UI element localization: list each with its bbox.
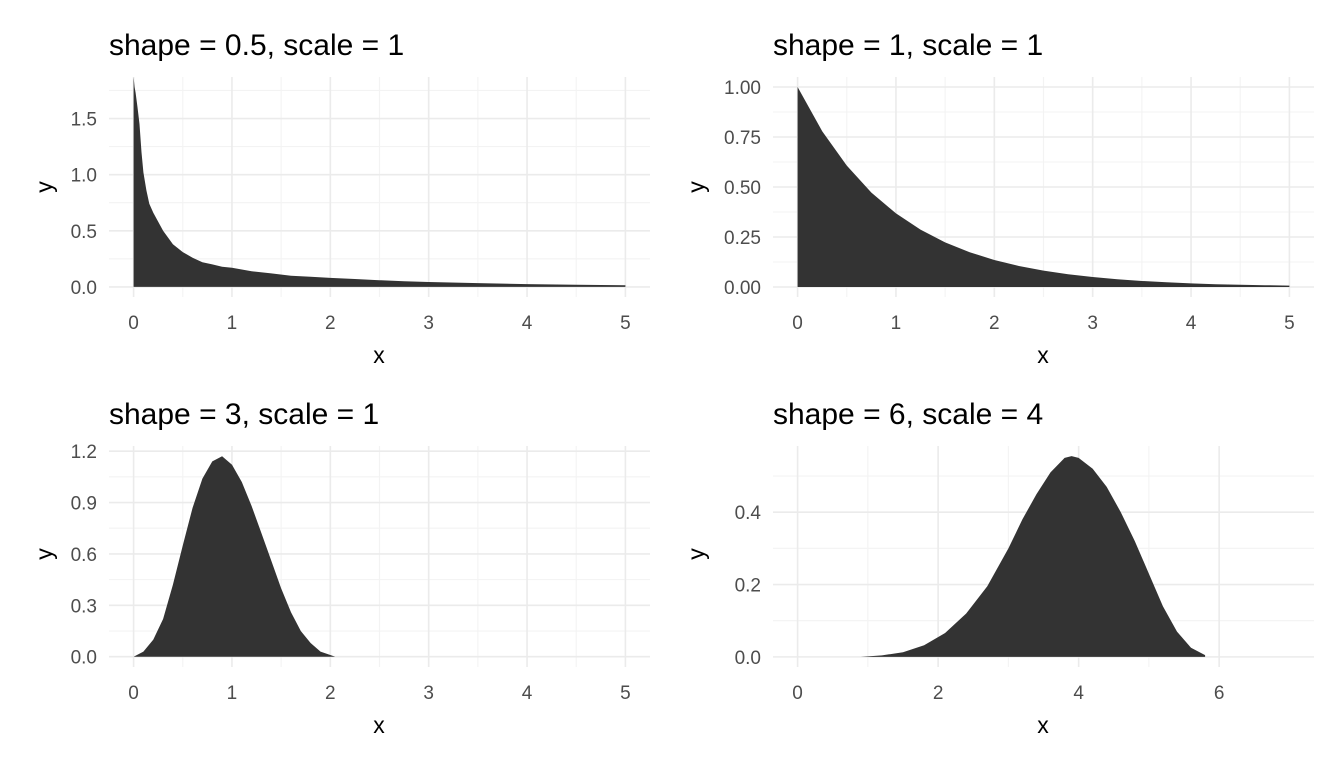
facet-panel: shape = 0.5, scale = 1 0 1 2 3 4 5 0.0 0.5 1.0 1.… (31, 29, 650, 368)
y-tick-label: 1.5 (71, 110, 97, 131)
y-tick-label: 0.9 (71, 494, 97, 515)
panel-grid (109, 77, 650, 297)
x-tick-label: 0 (128, 313, 139, 334)
y-tick-label: 0.2 (735, 576, 761, 597)
y-tick-label: 0.5 (71, 222, 97, 243)
y-tick-label: 0.0 (735, 648, 761, 669)
x-tick-label: 2 (933, 683, 944, 704)
x-tick-label: 3 (1087, 313, 1098, 334)
x-tick-label: 2 (325, 313, 336, 334)
y-tick-label: 0.00 (724, 278, 761, 299)
density-area (860, 456, 1206, 657)
panel-ticks: 0 1 2 3 4 5 0.00 0.25 0.50 0.75 1.00 (724, 78, 1295, 334)
x-tick-label: 4 (522, 683, 533, 704)
chart-title: shape = 3, scale = 1 (109, 398, 379, 431)
y-axis-label: y (683, 548, 709, 560)
x-tick-label: 4 (522, 313, 533, 334)
y-tick-label: 0.6 (71, 545, 97, 566)
y-axis-label: y (31, 548, 57, 560)
chart-title: shape = 6, scale = 4 (773, 398, 1043, 431)
x-tick-label: 1 (891, 313, 902, 334)
x-tick-label: 5 (620, 683, 631, 704)
x-tick-label: 0 (792, 313, 803, 334)
panel-ticks: 0 2 4 6 0.0 0.2 0.4 (735, 503, 1225, 704)
facet-panel: shape = 3, scale = 1 0 1 2 3 4 5 0.0 0.3 0.6 0.9 1… (31, 398, 650, 738)
x-tick-label: 0 (792, 683, 803, 704)
panel-marks (860, 456, 1206, 657)
y-tick-label: 0.50 (724, 178, 761, 199)
x-axis-label: x (1037, 342, 1049, 368)
x-tick-label: 3 (423, 313, 434, 334)
x-axis-label: x (373, 342, 385, 368)
panel-ticks: 0 1 2 3 4 5 0.0 0.3 0.6 0.9 1.2 (71, 442, 631, 704)
y-tick-label: 0.0 (71, 278, 97, 299)
y-tick-label: 0.25 (724, 228, 761, 249)
x-tick-label: 1 (227, 683, 238, 704)
x-tick-label: 6 (1214, 683, 1225, 704)
x-tick-label: 1 (227, 313, 238, 334)
y-tick-label: 0.0 (71, 648, 97, 669)
y-tick-label: 1.00 (724, 78, 761, 99)
y-tick-label: 0.75 (724, 128, 761, 149)
y-tick-label: 1.0 (71, 166, 97, 187)
x-tick-label: 3 (423, 683, 434, 704)
facet-panel: shape = 6, scale = 4 0 2 4 6 0.0 0.2 0.4 x y (683, 398, 1314, 738)
x-tick-label: 2 (325, 683, 336, 704)
density-area (133, 456, 336, 657)
chart-title: shape = 0.5, scale = 1 (109, 29, 404, 62)
x-tick-label: 5 (1284, 313, 1295, 334)
y-tick-label: 1.2 (71, 442, 97, 463)
density-area (133, 77, 626, 287)
density-area (797, 87, 1290, 287)
x-tick-label: 0 (128, 683, 139, 704)
panel-marks (133, 77, 626, 287)
y-tick-label: 0.4 (735, 503, 762, 524)
x-tick-label: 2 (989, 313, 1000, 334)
y-tick-label: 0.3 (71, 596, 97, 617)
panel-marks (797, 87, 1290, 287)
x-tick-label: 5 (620, 313, 631, 334)
x-tick-label: 4 (1186, 313, 1197, 334)
facet-panel: shape = 1, scale = 1 0 1 2 3 4 50.000.250.500… (683, 29, 1314, 368)
panel-ticks: 0 1 2 3 4 5 0.0 0.5 1.0 1.5 (71, 110, 631, 334)
panel-marks (133, 456, 336, 657)
x-tick-label: 4 (1073, 683, 1084, 704)
y-axis-label: y (31, 181, 57, 193)
y-axis-label: y (683, 181, 709, 193)
x-axis-label: x (373, 712, 385, 738)
x-axis-label: x (1037, 712, 1049, 738)
chart-title: shape = 1, scale = 1 (773, 29, 1043, 62)
